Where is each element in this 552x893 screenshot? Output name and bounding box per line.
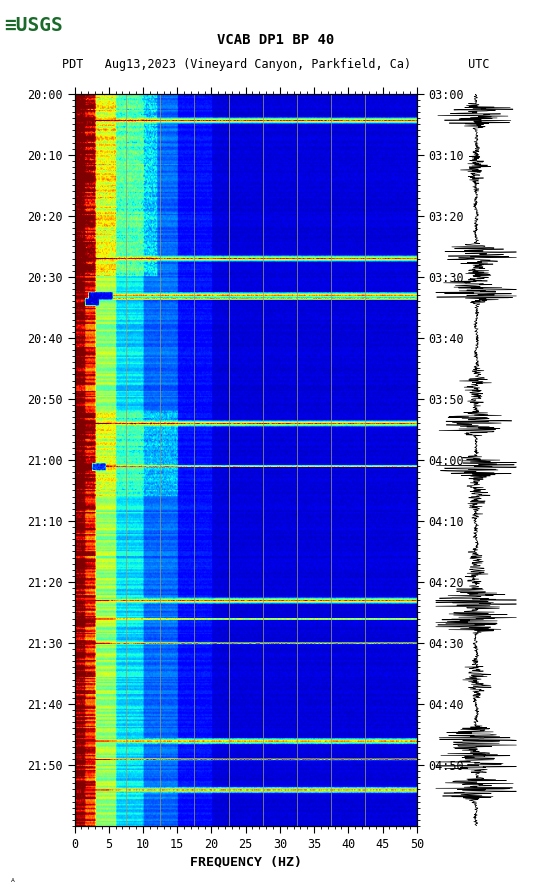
Text: PDT   Aug13,2023 (Vineyard Canyon, Parkfield, Ca)        UTC: PDT Aug13,2023 (Vineyard Canyon, Parkfie… — [62, 58, 490, 71]
Text: ᴬ: ᴬ — [10, 878, 16, 888]
Text: ≡USGS: ≡USGS — [4, 15, 63, 35]
Text: VCAB DP1 BP 40: VCAB DP1 BP 40 — [217, 33, 335, 47]
X-axis label: FREQUENCY (HZ): FREQUENCY (HZ) — [190, 855, 301, 868]
